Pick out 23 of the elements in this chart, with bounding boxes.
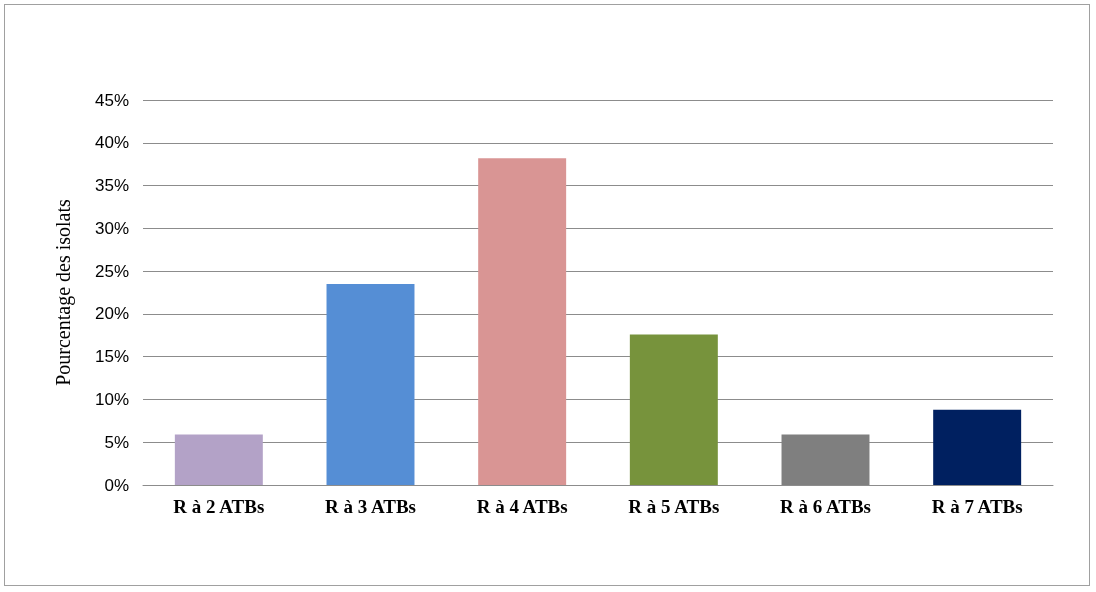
y-axis-title: Pourcentage des isolats — [52, 198, 75, 386]
x-tick-label: R à 5 ATBs — [628, 496, 720, 517]
x-tick-label: R à 6 ATBs — [780, 496, 871, 517]
x-tick-label: R à 2 ATBs — [173, 496, 265, 517]
y-tick-label: 45% — [94, 90, 129, 110]
bar — [933, 409, 1022, 485]
x-tick-label: R à 4 ATBs — [476, 496, 568, 517]
y-tick-label: 25% — [94, 261, 129, 281]
y-tick-label: 40% — [94, 133, 129, 153]
y-tick-label: 15% — [94, 347, 129, 367]
bar — [326, 283, 415, 485]
bar — [629, 334, 718, 485]
x-tick-label: R à 7 ATBs — [931, 496, 1023, 517]
bar — [174, 434, 263, 485]
y-tick-label: 0% — [104, 475, 129, 495]
bar — [781, 434, 870, 485]
y-tick-label: 20% — [94, 304, 129, 324]
y-tick-label: 35% — [94, 176, 129, 196]
bar — [478, 158, 567, 485]
y-tick-label: 30% — [94, 218, 129, 238]
y-tick-label: 5% — [104, 432, 129, 452]
x-tick-label: R à 3 ATBs — [325, 496, 416, 517]
y-tick-label: 10% — [94, 389, 129, 409]
